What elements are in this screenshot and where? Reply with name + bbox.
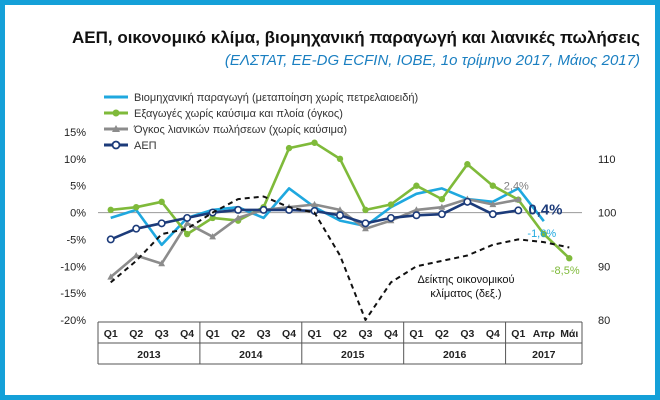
legend-marker	[112, 125, 120, 132]
series-point	[361, 219, 370, 228]
series-point	[107, 206, 114, 214]
series-point	[362, 206, 369, 214]
series-point	[336, 155, 344, 163]
series-point	[413, 206, 420, 213]
legend-entry: Εξαγωγές χωρίς καύσιμα και πλοία (όγκος)	[134, 108, 343, 120]
y-left-tick-label: -15%	[60, 288, 86, 300]
series-point	[311, 139, 318, 146]
series-point	[285, 144, 293, 152]
x-tick-label: Q2	[129, 328, 143, 340]
series-point	[183, 219, 191, 226]
x-tick-label: Q4	[486, 328, 500, 340]
series-point	[107, 273, 115, 280]
x-year-label: 2015	[341, 349, 365, 361]
x-tick-label: Q3	[358, 328, 372, 340]
series-point	[488, 210, 497, 219]
series-line-0	[110, 187, 545, 247]
series-point	[489, 200, 497, 208]
series-point	[438, 195, 446, 203]
series-point	[133, 204, 140, 211]
climate-index-label: Δείκτης οικονομικού	[418, 274, 515, 286]
data-label: -1,6%	[527, 228, 556, 240]
x-tick-label: Q2	[435, 328, 449, 340]
series-point	[463, 197, 472, 206]
series-point	[311, 200, 318, 208]
series-point	[209, 214, 216, 222]
x-tick-label: Q4	[384, 328, 398, 340]
legend-entry: ΑΕΠ	[134, 140, 157, 152]
series-point	[234, 214, 242, 221]
series-point	[106, 235, 115, 244]
y-left-tick-label: 15%	[64, 127, 86, 139]
series-point	[387, 201, 395, 208]
legend-entry: Όγκος λιανικών πωλήσεων (χωρίς καύσιμα)	[133, 124, 347, 136]
y-left-tick-label: 5%	[70, 181, 86, 193]
series-point	[209, 233, 217, 240]
series-point	[234, 205, 243, 214]
series-point	[158, 260, 166, 267]
y-left-tick-label: -5%	[66, 234, 86, 246]
legend-marker	[112, 109, 120, 117]
series-point	[489, 182, 497, 189]
series-point	[183, 213, 192, 222]
y-left-tick-label: 0%	[70, 208, 86, 220]
series-point	[437, 210, 446, 219]
data-label: 0,4%	[528, 201, 562, 218]
x-tick-label: Q4	[282, 328, 296, 340]
x-tick-label: Μάι	[560, 328, 578, 340]
x-tick-label: Απρ	[533, 328, 556, 340]
series-point	[259, 205, 268, 214]
y-right-tick-label: 100	[598, 208, 616, 220]
series-point	[183, 230, 191, 238]
legend-marker	[111, 140, 121, 150]
series-point	[157, 219, 166, 228]
x-year-label: 2013	[137, 349, 161, 361]
x-year-label: 2016	[443, 349, 467, 361]
y-right-tick-label: 80	[598, 315, 610, 327]
chart-title: ΑΕΠ, οικονομικό κλίμα, βιομηχανική παραγ…	[71, 28, 640, 47]
series-point	[438, 203, 446, 210]
data-label: -8,5%	[551, 265, 580, 277]
x-tick-label: Q1	[511, 328, 525, 340]
x-tick-label: Q1	[206, 328, 220, 340]
x-tick-label: Q3	[460, 328, 474, 340]
x-year-label: 2014	[239, 349, 263, 361]
x-tick-label: Q2	[231, 328, 245, 340]
data-label: 2,4%	[504, 181, 529, 193]
series-point	[386, 213, 395, 222]
series-point	[413, 182, 420, 189]
x-year-label: 2017	[532, 349, 556, 361]
y-left-tick-label: 10%	[64, 154, 86, 166]
series-point	[336, 206, 344, 213]
series-point	[158, 198, 165, 206]
x-tick-label: Q1	[308, 328, 322, 340]
y-right-tick-label: 110	[598, 154, 616, 166]
y-left-tick-label: -10%	[60, 261, 86, 273]
series-point	[464, 161, 471, 168]
chart-subtitle: (ΕΛΣΤΑΤ, EE-DG ECFIN, ΙΟΒΕ, 1ο τρίμηνο 2…	[224, 52, 640, 69]
series-point	[514, 196, 522, 203]
x-tick-label: Q1	[409, 328, 423, 340]
series-point	[132, 224, 141, 233]
series-point	[514, 206, 523, 215]
series-point	[566, 255, 573, 262]
y-left-tick-label: -20%	[60, 315, 86, 327]
series-point	[362, 225, 369, 232]
series-point	[335, 211, 344, 220]
legend-entry: Βιομηχανική παραγωγή (μεταποίηση χωρίς π…	[134, 92, 418, 104]
series-point	[132, 251, 140, 259]
series-point	[540, 230, 547, 238]
x-tick-label: Q2	[333, 328, 347, 340]
series-point	[412, 211, 421, 220]
x-tick-label: Q3	[257, 328, 271, 340]
climate-index-label: κλίματος (δεξ.)	[430, 288, 501, 300]
x-tick-label: Q4	[180, 328, 194, 340]
y-right-tick-label: 90	[598, 261, 610, 273]
x-tick-label: Q3	[155, 328, 169, 340]
x-tick-label: Q1	[104, 328, 118, 340]
